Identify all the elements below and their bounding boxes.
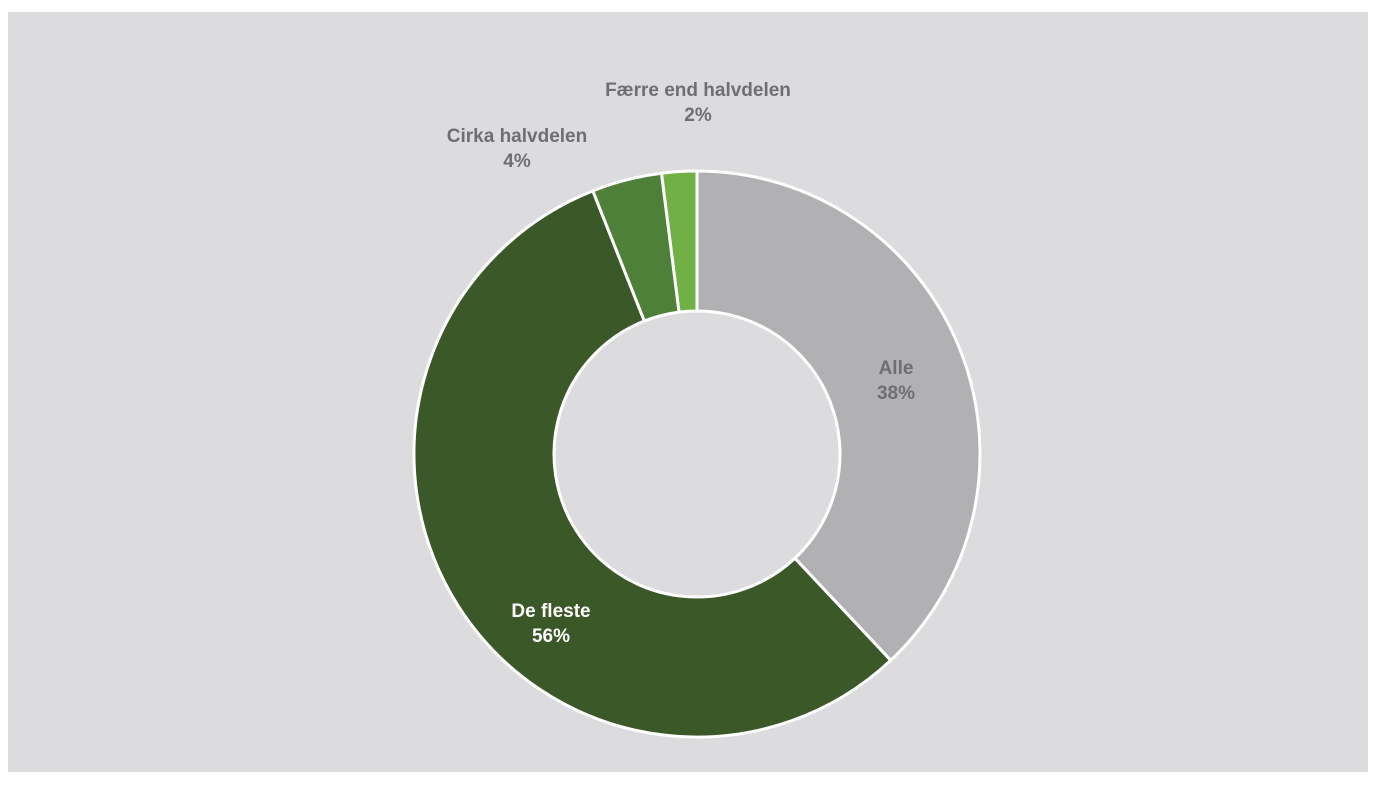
data-label-de-fleste: De fleste 56% bbox=[511, 601, 590, 647]
slice-category-label: Alle bbox=[879, 358, 914, 379]
slice-alle bbox=[695, 169, 982, 662]
donut-chart: Alle 38% De fleste 56% Cirka halvdelen 4% Færr… bbox=[412, 80, 982, 739]
data-label-faerre-end-halvdelen: Færre end halvdelen 2% bbox=[605, 80, 791, 126]
slice-value-label: 38% bbox=[877, 383, 915, 404]
chart-panel: Alle 38% De fleste 56% Cirka halvdelen 4% Færr… bbox=[8, 12, 1368, 772]
slices-layer bbox=[412, 169, 982, 739]
slice-category-label: De fleste bbox=[511, 601, 590, 622]
slice-category-label: Færre end halvdelen bbox=[605, 80, 791, 101]
slice-faerre-end-halvdelen bbox=[660, 169, 699, 314]
data-label-cirka-halvdelen: Cirka halvdelen 4% bbox=[447, 126, 587, 172]
slice-value-label: 56% bbox=[532, 626, 570, 647]
labels-layer: Alle 38% De fleste 56% Cirka halvdelen 4% Færr… bbox=[447, 80, 915, 647]
slice-de-fleste bbox=[412, 189, 893, 739]
slice-value-label: 4% bbox=[503, 151, 531, 172]
slice-category-label: Cirka halvdelen bbox=[447, 126, 587, 147]
data-label-alle: Alle 38% bbox=[877, 358, 915, 404]
slice-value-label: 2% bbox=[684, 105, 712, 126]
